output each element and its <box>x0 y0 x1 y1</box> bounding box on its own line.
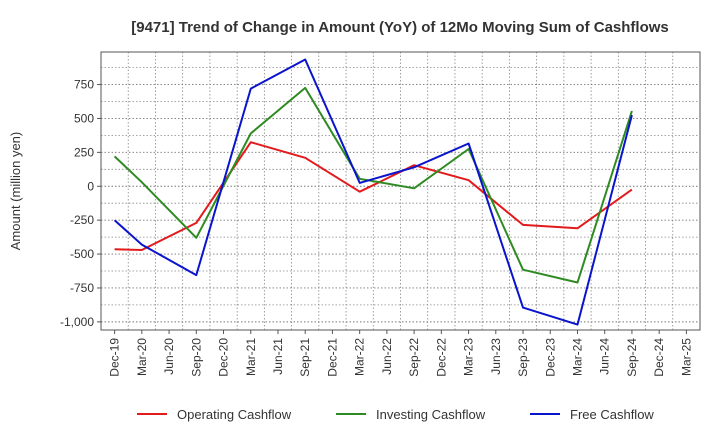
x-tick-label: Dec-22 <box>434 338 448 377</box>
legend-label: Investing Cashflow <box>376 407 486 422</box>
series-line-investing-cashflow <box>113 86 633 284</box>
y-tick-label: -500 <box>70 247 94 261</box>
y-axis-ticks: 750 500 250 0 -250 -500 -750 -1,000 <box>60 78 101 329</box>
plot-frame <box>100 51 701 331</box>
x-tick-label: Dec-23 <box>543 338 557 377</box>
x-tick-label: Sep-23 <box>516 338 530 377</box>
x-tick-label: Dec-21 <box>325 338 339 377</box>
x-tick-label: Mar-23 <box>462 338 476 376</box>
x-tick-label: Sep-20 <box>189 338 203 377</box>
x-tick-label: Mar-24 <box>570 338 584 376</box>
series-line-operating-cashflow <box>114 141 633 251</box>
y-tick-label: -1,000 <box>60 315 94 329</box>
y-tick-label: -750 <box>70 281 94 295</box>
x-tick-label: Dec-20 <box>217 338 231 377</box>
y-tick-label: -250 <box>70 213 94 227</box>
x-tick-label: Jun-20 <box>162 338 176 375</box>
x-tick-label: Sep-24 <box>625 338 639 377</box>
x-tick-label: Dec-19 <box>108 338 122 377</box>
legend: Operating Cashflow Investing Cashflow Free… <box>137 407 654 422</box>
y-tick-label: 250 <box>74 145 94 159</box>
x-axis-ticks: Dec-19 Mar-20 Jun-20 Sep-20 Dec-20 Mar-21 Jun-… <box>108 330 693 377</box>
y-axis-label: Amount (million yen) <box>8 132 23 251</box>
x-tick-label: Jun-24 <box>598 338 612 375</box>
x-tick-label: Jun-22 <box>380 338 394 375</box>
grid <box>100 52 701 330</box>
series-lines <box>113 58 633 326</box>
x-tick-label: Mar-20 <box>135 338 149 376</box>
x-tick-label: Dec-24 <box>652 338 666 377</box>
legend-label: Free Cashflow <box>570 407 654 422</box>
y-tick-label: 0 <box>87 179 94 193</box>
x-tick-label: Jun-23 <box>489 338 503 375</box>
x-tick-label: Jun-21 <box>271 338 285 375</box>
y-tick-label: 500 <box>74 111 94 125</box>
y-tick-label: 750 <box>74 78 94 92</box>
x-tick-label: Sep-22 <box>407 338 421 377</box>
x-tick-label: Mar-22 <box>353 338 367 376</box>
legend-label: Operating Cashflow <box>177 407 292 422</box>
chart-title: [9471] Trend of Change in Amount (YoY) o… <box>131 19 669 36</box>
x-tick-label: Mar-21 <box>244 338 258 376</box>
x-tick-label: Mar-25 <box>679 338 693 376</box>
x-tick-label: Sep-21 <box>298 338 312 377</box>
series-line-free-cashflow <box>113 58 633 326</box>
